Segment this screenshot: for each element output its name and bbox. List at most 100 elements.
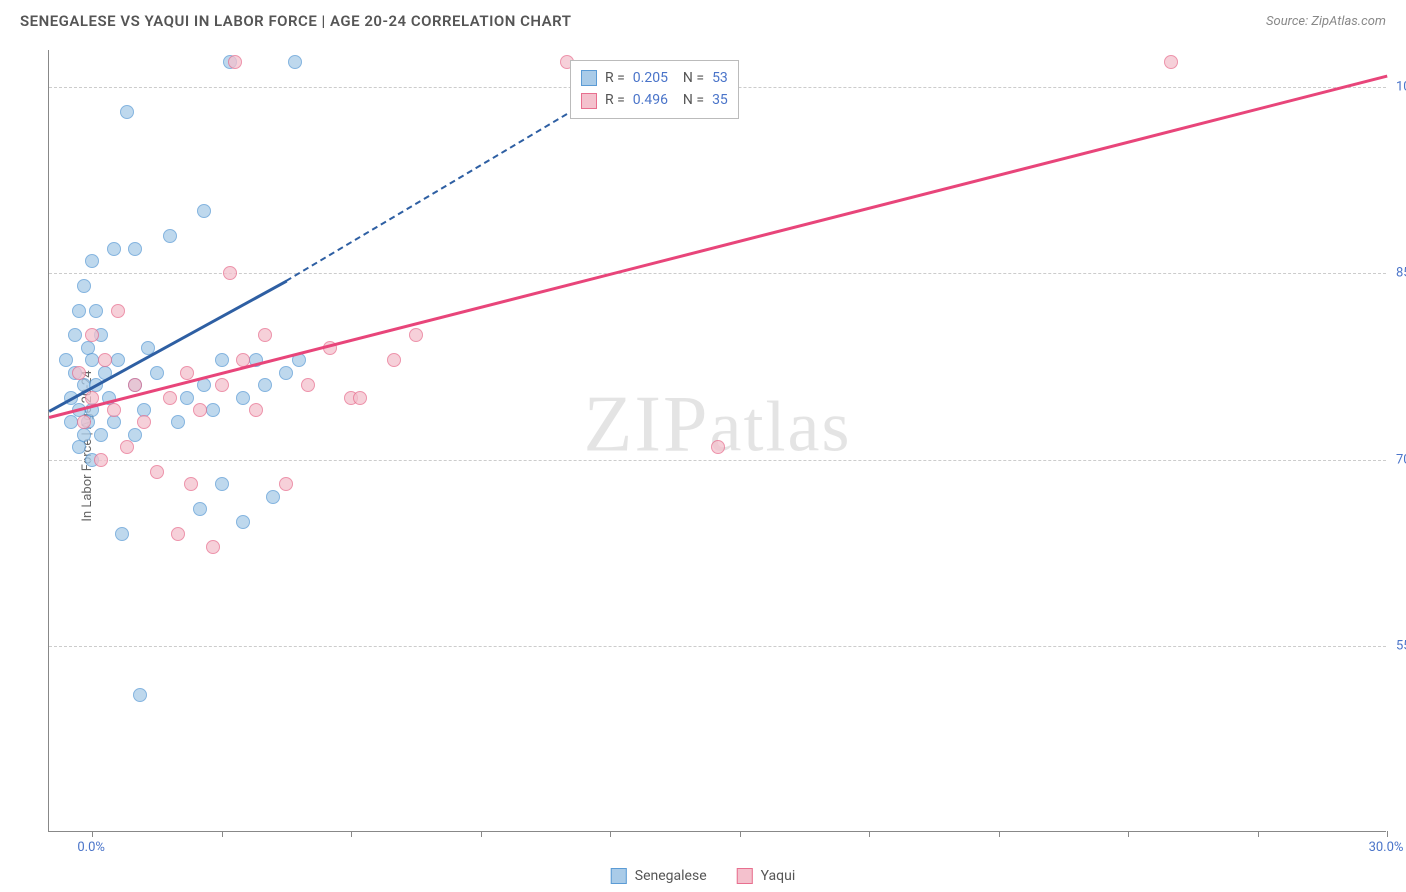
scatter-point (85, 254, 99, 268)
y-tick-label: 70.0% (1396, 452, 1406, 467)
scatter-point (150, 465, 164, 479)
scatter-point (279, 477, 293, 491)
scatter-point (163, 229, 177, 243)
scatter-point (115, 527, 129, 541)
scatter-point (215, 477, 229, 491)
x-tick (222, 831, 223, 837)
scatter-point (409, 328, 423, 342)
plot-area: ZIPatlas 55.0%70.0%85.0%100.0% (48, 50, 1386, 832)
trend-line-dashed (286, 87, 611, 281)
scatter-point (206, 403, 220, 417)
stats-row: R = 0.205 N = 53 (581, 67, 728, 89)
x-tick (740, 831, 741, 837)
scatter-point (107, 403, 121, 417)
stat-r-value: 0.205 (633, 67, 668, 89)
scatter-point (1164, 55, 1178, 69)
scatter-point (288, 55, 302, 69)
stat-r-label: R = (605, 67, 625, 89)
legend-item: Senegalese (611, 868, 707, 884)
x-axis-label: 30.0% (1369, 840, 1404, 855)
x-axis-labels: 0.0%30.0% (48, 840, 1386, 870)
x-tick (92, 831, 93, 837)
scatter-point (89, 304, 103, 318)
legend-label: Yaqui (761, 868, 796, 884)
scatter-point (120, 105, 134, 119)
x-axis-label: 0.0% (77, 840, 105, 855)
scatter-point (137, 415, 151, 429)
stat-r-value: 0.496 (633, 89, 668, 111)
scatter-point (206, 540, 220, 554)
chart-title: SENEGALESE VS YAQUI IN LABOR FORCE | AGE… (20, 12, 571, 30)
scatter-point (215, 353, 229, 367)
x-tick (351, 831, 352, 837)
scatter-point (171, 415, 185, 429)
scatter-point (228, 55, 242, 69)
scatter-point (94, 428, 108, 442)
scatter-point (180, 366, 194, 380)
legend-label: Senegalese (635, 868, 707, 884)
scatter-point (98, 353, 112, 367)
scatter-point (128, 428, 142, 442)
gridline-h (49, 273, 1386, 274)
x-tick (481, 831, 482, 837)
scatter-point (180, 391, 194, 405)
watermark: ZIPatlas (584, 379, 852, 470)
scatter-point (171, 527, 185, 541)
scatter-point (85, 353, 99, 367)
scatter-point (111, 304, 125, 318)
scatter-point (193, 403, 207, 417)
x-tick (999, 831, 1000, 837)
scatter-point (236, 391, 250, 405)
swatch-icon (581, 93, 597, 109)
scatter-point (120, 440, 134, 454)
scatter-point (197, 204, 211, 218)
scatter-point (215, 378, 229, 392)
stats-box: R = 0.205 N = 53R = 0.496 N = 35 (570, 60, 739, 119)
scatter-point (77, 279, 91, 293)
gridline-h (49, 646, 1386, 647)
scatter-point (77, 415, 91, 429)
scatter-point (72, 366, 86, 380)
y-tick-label: 100.0% (1396, 80, 1406, 95)
scatter-point (85, 391, 99, 405)
chart-header: SENEGALESE VS YAQUI IN LABOR FORCE | AGE… (0, 0, 1406, 38)
chart-source: Source: ZipAtlas.com (1266, 14, 1386, 29)
scatter-point (94, 453, 108, 467)
scatter-point (72, 304, 86, 318)
x-tick (1387, 831, 1388, 837)
stats-row: R = 0.496 N = 35 (581, 89, 728, 111)
x-tick (1128, 831, 1129, 837)
scatter-point (111, 353, 125, 367)
scatter-point (193, 502, 207, 516)
scatter-point (266, 490, 280, 504)
scatter-point (249, 403, 263, 417)
stat-r-label: R = (605, 89, 625, 111)
scatter-point (150, 366, 164, 380)
chart-legend: Senegalese Yaqui (611, 868, 795, 884)
scatter-point (128, 242, 142, 256)
stat-n-label: N = (676, 67, 704, 89)
scatter-point (353, 391, 367, 405)
scatter-point (133, 688, 147, 702)
scatter-point (301, 378, 315, 392)
scatter-point (107, 415, 121, 429)
scatter-point (59, 353, 73, 367)
scatter-point (107, 242, 121, 256)
x-tick (610, 831, 611, 837)
gridline-h (49, 460, 1386, 461)
x-tick (1258, 831, 1259, 837)
stat-n-value: 35 (712, 89, 728, 111)
scatter-point (258, 328, 272, 342)
scatter-point (197, 378, 211, 392)
scatter-point (128, 378, 142, 392)
scatter-point (184, 477, 198, 491)
scatter-point (68, 328, 82, 342)
swatch-icon (611, 868, 627, 884)
legend-item: Yaqui (737, 868, 796, 884)
scatter-point (72, 440, 86, 454)
stat-n-label: N = (676, 89, 704, 111)
y-tick-label: 55.0% (1396, 638, 1406, 653)
scatter-point (258, 378, 272, 392)
stat-n-value: 53 (712, 67, 728, 89)
swatch-icon (737, 868, 753, 884)
